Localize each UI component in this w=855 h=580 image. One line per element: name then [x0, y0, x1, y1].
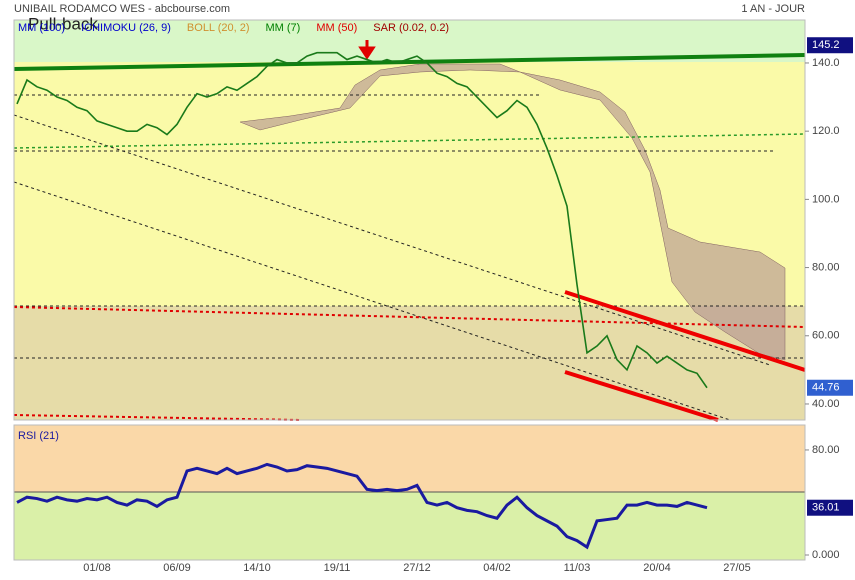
- channel-top: [564, 290, 806, 372]
- legend-entry: ICHIMOKU (26, 9): [81, 22, 171, 34]
- last-value-label: 36.01: [812, 502, 840, 514]
- rsi-zone-low: [14, 492, 805, 560]
- long-trendline: [13, 53, 806, 71]
- legend-entry: MM (50): [316, 22, 357, 34]
- title: UNIBAIL RODAMCO WES - abcbourse.com: [14, 3, 230, 15]
- x-tick-label: 19/11: [324, 562, 351, 574]
- rsi-title: RSI (21): [18, 430, 59, 442]
- x-tick-label: 20/04: [643, 562, 671, 574]
- arrow: [358, 40, 376, 60]
- zone-high: [14, 20, 805, 62]
- y-tick-label: 40.00: [812, 398, 840, 410]
- last-value-box: [807, 379, 853, 396]
- legend-entry: MM (7): [266, 22, 301, 34]
- channel-bottom: [564, 370, 719, 422]
- rsi-zone-high: [14, 425, 805, 492]
- y-tick-label: 100.0: [812, 193, 840, 205]
- y-tick-label: 60.00: [812, 330, 840, 342]
- x-tick-label: 27/12: [403, 562, 431, 574]
- y-tick-label: 120.0: [812, 125, 840, 137]
- x-tick-label: 06/09: [163, 562, 191, 574]
- legend-entry: BOLL (20, 2): [187, 22, 250, 34]
- level-box: [807, 37, 853, 54]
- x-tick-label: 14/10: [243, 562, 271, 574]
- annotation: Pull-back: [28, 14, 98, 33]
- price-frame: [13, 19, 806, 421]
- last-value-box: [807, 499, 853, 516]
- series-line: [16, 51, 708, 389]
- legend-entry: MM (100): [18, 22, 65, 34]
- y-tick-label: 80.00: [812, 444, 840, 456]
- last-value-label: 44.76: [812, 382, 840, 394]
- zone-low: [14, 306, 805, 420]
- dashed-lines: [13, 94, 806, 421]
- series-line: [16, 462, 708, 550]
- x-tick-label: 11/03: [564, 562, 591, 574]
- ichimoku-cloud: [239, 63, 786, 361]
- y-tick-label: 80.00: [812, 261, 840, 273]
- y-tick-label: 0.000: [812, 549, 840, 561]
- x-tick-label: 01/08: [83, 562, 111, 574]
- period: 1 AN - JOUR: [741, 3, 805, 15]
- legend-entry: SAR (0.02, 0.2): [373, 22, 449, 34]
- y-tick-label: 140.0: [812, 57, 840, 69]
- rsi-frame: [13, 424, 806, 561]
- dashed-trend: [13, 114, 771, 366]
- level-label: 145.2: [812, 39, 840, 51]
- x-tick-label: 27/05: [723, 562, 751, 574]
- x-tick-label: 04/02: [483, 562, 511, 574]
